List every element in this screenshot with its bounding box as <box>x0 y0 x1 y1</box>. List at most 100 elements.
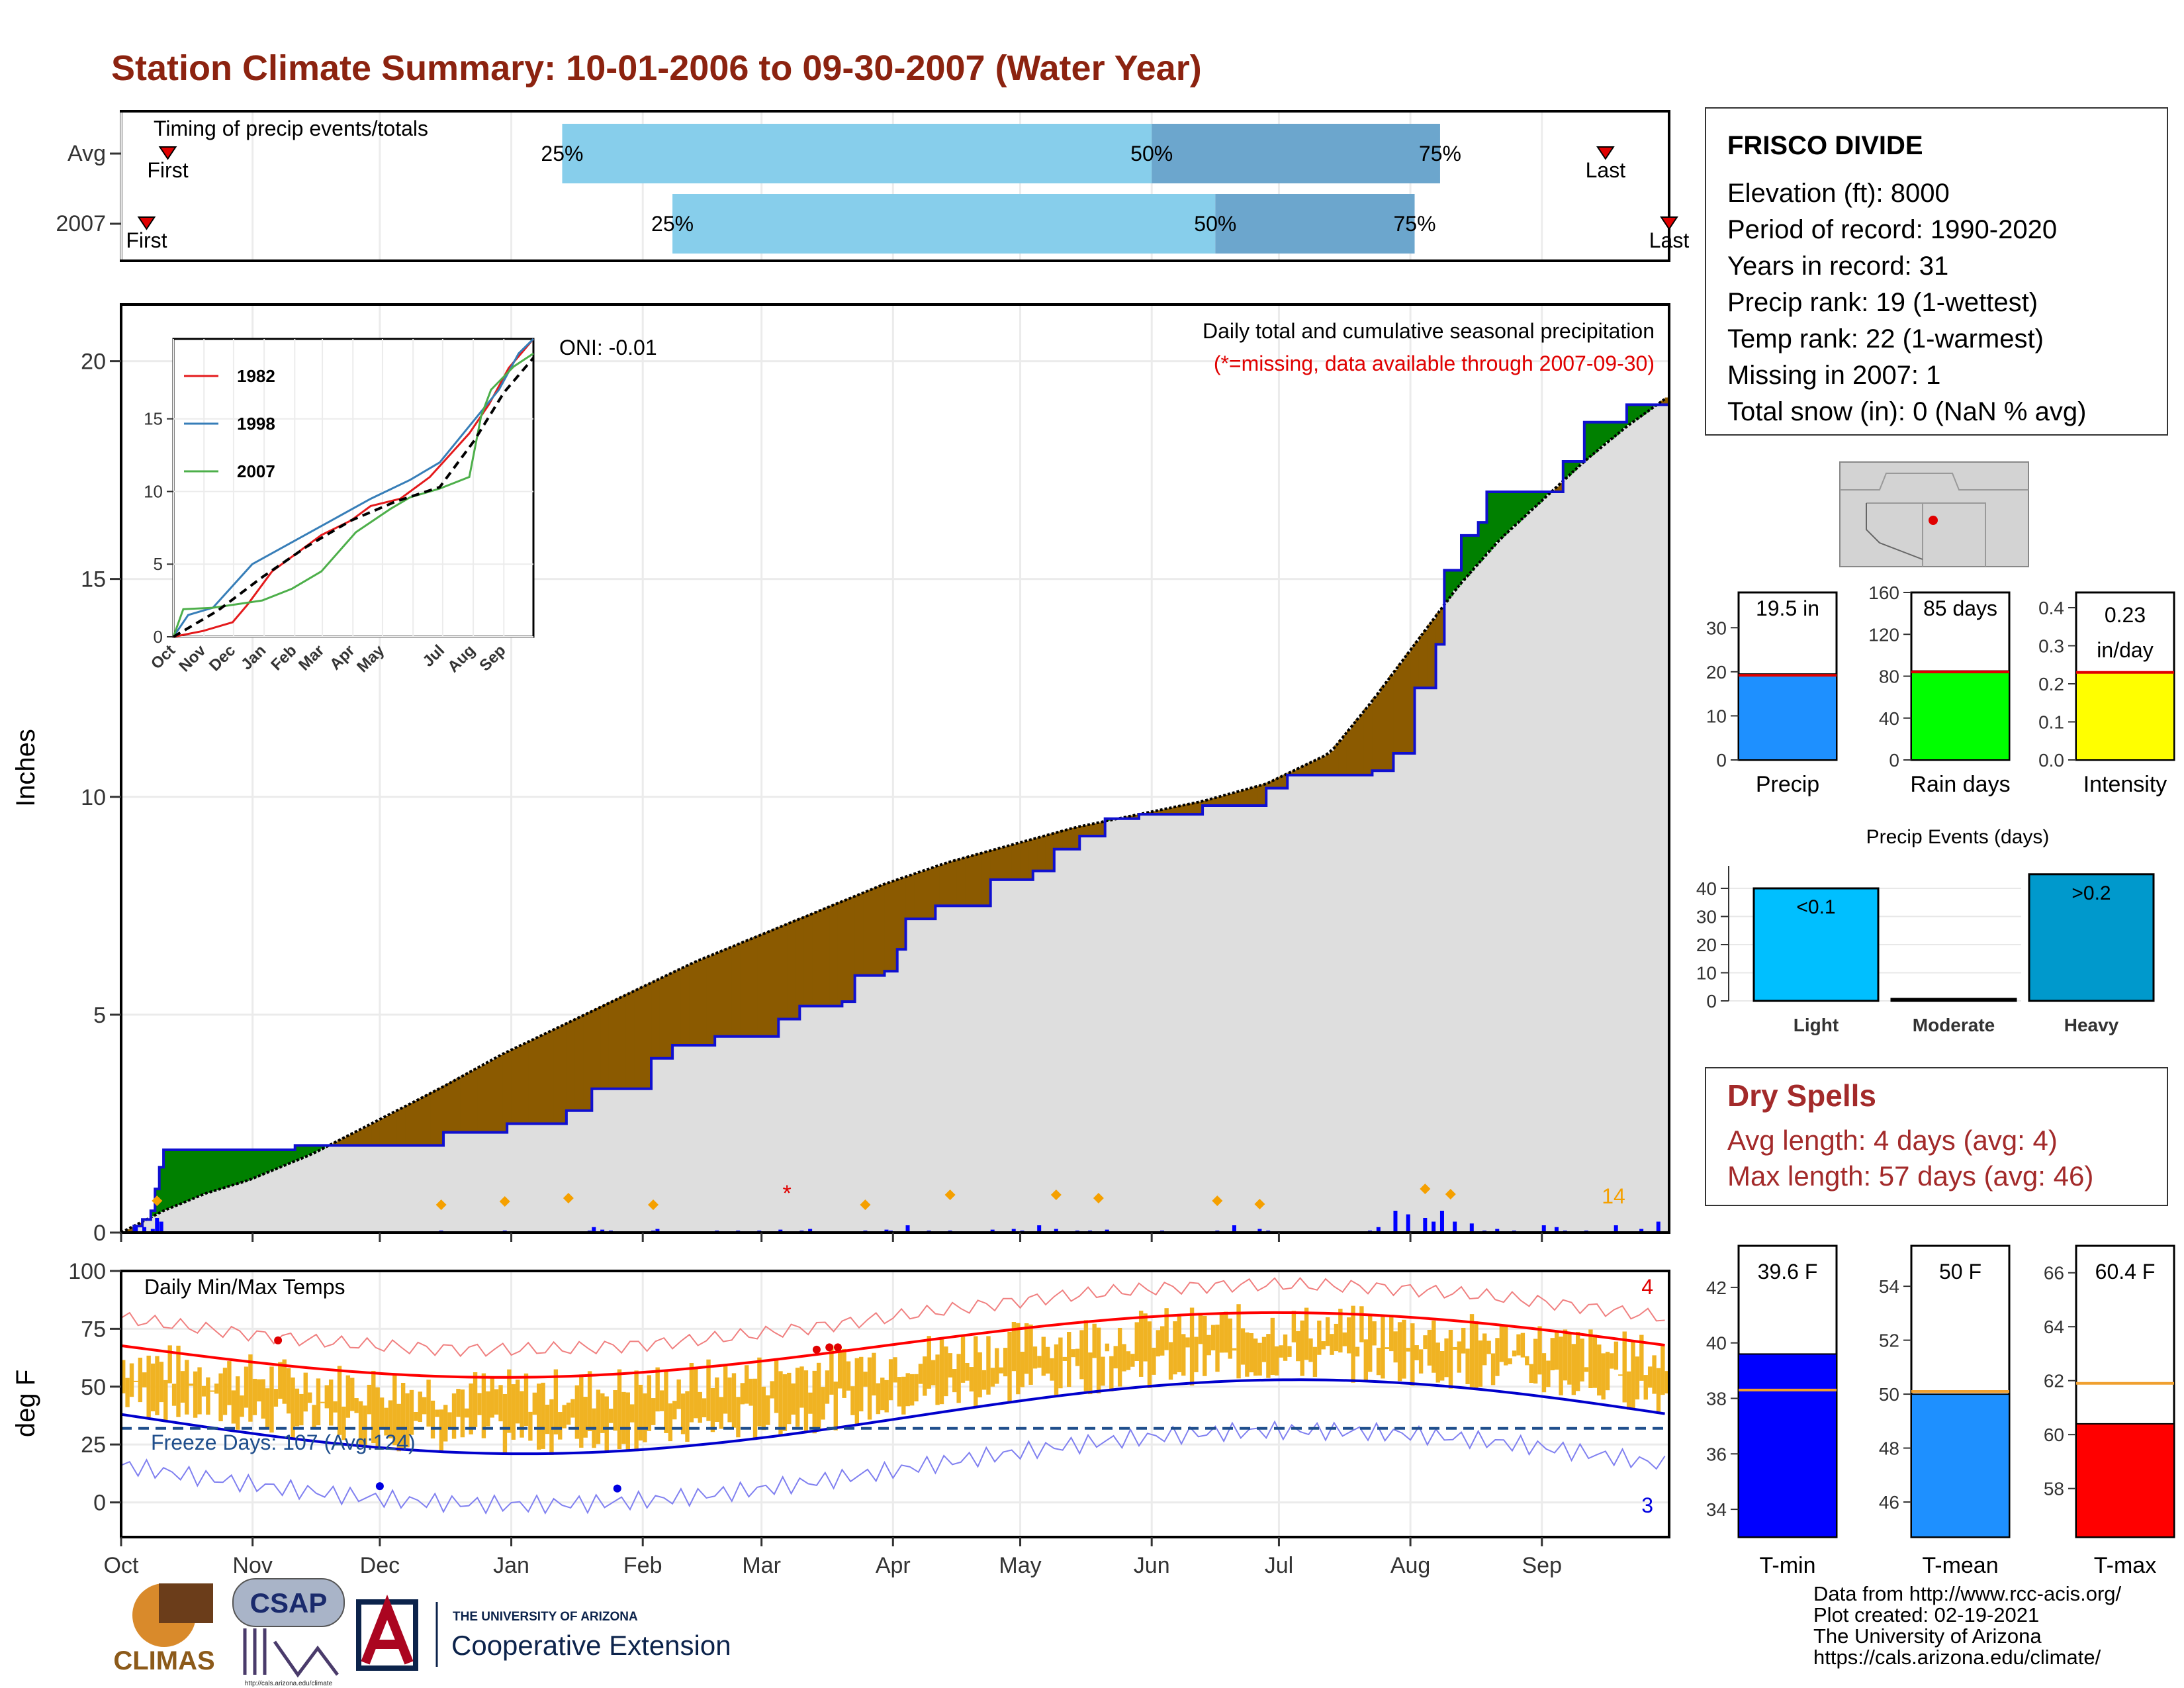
daily-temp-bar <box>537 1383 541 1450</box>
daily-temp-bar <box>299 1393 304 1426</box>
below-avg-strip <box>1054 832 1059 849</box>
record-low-line <box>120 1420 1666 1515</box>
daily-temp-bar <box>1228 1318 1232 1359</box>
below-avg-strip <box>842 900 847 1002</box>
below-avg-strip <box>782 925 788 1019</box>
climas-logo-block <box>159 1583 213 1623</box>
daily-temp-bar <box>185 1360 189 1415</box>
temp-summary-ytick-label: 62 <box>2044 1371 2064 1391</box>
daily-temp-bar <box>435 1409 439 1417</box>
daily-temp-bar <box>405 1393 410 1448</box>
timing-bar-25-50 <box>672 194 1216 254</box>
below-avg-strip <box>808 914 813 1006</box>
daily-temp-bar <box>240 1395 244 1417</box>
temp-summary-ytick-label: 46 <box>1879 1492 1899 1513</box>
above-avg-strip <box>1563 461 1568 479</box>
daily-temp-bar <box>969 1367 974 1392</box>
below-avg-strip <box>884 883 889 972</box>
summary-ytick-label: 30 <box>1706 618 1727 638</box>
event-category-label: Moderate <box>1913 1015 1995 1035</box>
below-avg-strip <box>821 909 826 1006</box>
event-value-label: >0.2 <box>2071 882 2111 904</box>
inset-ytick-label: 10 <box>144 481 163 501</box>
daily-temp-bar <box>1597 1344 1602 1396</box>
daily-temp-bar <box>473 1372 478 1427</box>
daily-precip-bar <box>150 1229 155 1233</box>
daily-temp-bar <box>465 1408 469 1418</box>
above-avg-strip <box>1639 404 1645 416</box>
intensity-unit-label: in/day <box>2097 638 2153 662</box>
daily-temp-bar <box>749 1378 753 1406</box>
below-avg-strip <box>523 1043 529 1124</box>
daily-temp-bar <box>248 1354 253 1422</box>
daily-temp-bar <box>1296 1331 1300 1362</box>
daily-temp-bar <box>460 1389 465 1438</box>
below-avg-strip <box>643 986 648 1089</box>
daily-temp-bar <box>1622 1331 1627 1403</box>
month-label: Sep <box>1522 1553 1563 1578</box>
above-avg-strip <box>1647 404 1653 410</box>
daily-temp-bar <box>854 1358 860 1425</box>
daily-temp-bar <box>1490 1353 1496 1385</box>
station-location-dot <box>1929 516 1938 525</box>
daily-temp-bar <box>1402 1319 1406 1379</box>
daily-temp-bar <box>159 1362 164 1403</box>
below-avg-strip <box>129 1227 134 1233</box>
timing-last-label: Last <box>1586 158 1626 182</box>
daily-temp-bar <box>1614 1341 1619 1370</box>
daily-temp-bar <box>1024 1323 1029 1374</box>
ua-logo-letter <box>361 1594 414 1665</box>
inset-series-2007 <box>172 352 534 637</box>
daily-temp-bar <box>409 1389 414 1435</box>
below-avg-strip <box>1071 827 1076 849</box>
below-avg-strip <box>893 880 898 972</box>
below-avg-strip <box>1261 784 1267 806</box>
daily-temp-bar <box>1189 1307 1195 1385</box>
daily-temp-bar <box>995 1348 999 1384</box>
daily-temp-bar <box>1028 1324 1033 1385</box>
daily-temp-bar <box>956 1354 961 1403</box>
daily-temp-bar <box>850 1386 855 1415</box>
timing-panel: Timing of precip events/totals Avg 25% 50% 7… <box>56 110 1689 262</box>
daily-temp-bar <box>1058 1337 1063 1389</box>
timing-bar-25-50 <box>562 124 1152 183</box>
above-avg-strip <box>180 1149 185 1203</box>
daily-temp-bar <box>719 1397 723 1429</box>
daily-temp-bar <box>676 1379 681 1409</box>
below-avg-strip <box>532 1039 537 1124</box>
daily-temp-bar <box>354 1398 359 1413</box>
temp-summary-bar-t-max <box>2075 1423 2175 1538</box>
below-avg-strip <box>1050 833 1055 871</box>
daily-temp-bar <box>1567 1333 1572 1385</box>
below-avg-strip <box>498 1055 504 1133</box>
month-label: Mar <box>742 1553 781 1578</box>
below-avg-strip <box>1189 803 1195 815</box>
below-avg-strip <box>502 1053 508 1133</box>
below-avg-strip <box>829 906 835 1006</box>
daily-temp-bar <box>1652 1355 1657 1394</box>
temp-summary-ytick-label: 40 <box>1706 1333 1727 1354</box>
temp-summary-value-label: 50 F <box>1939 1260 1981 1284</box>
credit-data-source: Data from http://www.rcc-acis.org/ <box>1813 1582 2122 1605</box>
main-ytick-label: 0 <box>93 1221 106 1246</box>
below-avg-strip <box>803 916 809 1006</box>
daily-precip-bar <box>990 1229 995 1233</box>
station-info-box: FRISCO DIVIDE Elevation (ft): 8000 Perio… <box>1705 107 2168 436</box>
below-avg-strip <box>1041 836 1046 871</box>
below-avg-strip <box>1152 811 1157 815</box>
below-avg-strip <box>520 1045 525 1124</box>
daily-temp-bar <box>944 1346 948 1397</box>
month-label: Aug <box>1390 1553 1431 1578</box>
daily-temp-bar <box>1249 1333 1253 1373</box>
raindays-value-label: 85 days <box>1923 596 1997 620</box>
above-avg-strip <box>1601 422 1606 446</box>
daily-temp-bar <box>1283 1334 1288 1361</box>
below-avg-strip <box>1406 653 1411 753</box>
daily-temp-bar <box>770 1381 774 1399</box>
below-avg-strip <box>1075 827 1080 849</box>
temp-summary-ytick-label: 50 <box>1879 1384 1899 1405</box>
station-years: Years in record: 31 <box>1727 252 1949 281</box>
below-avg-strip <box>435 1090 440 1146</box>
daily-temp-bar <box>1453 1346 1457 1350</box>
daily-temp-bar <box>842 1348 846 1398</box>
